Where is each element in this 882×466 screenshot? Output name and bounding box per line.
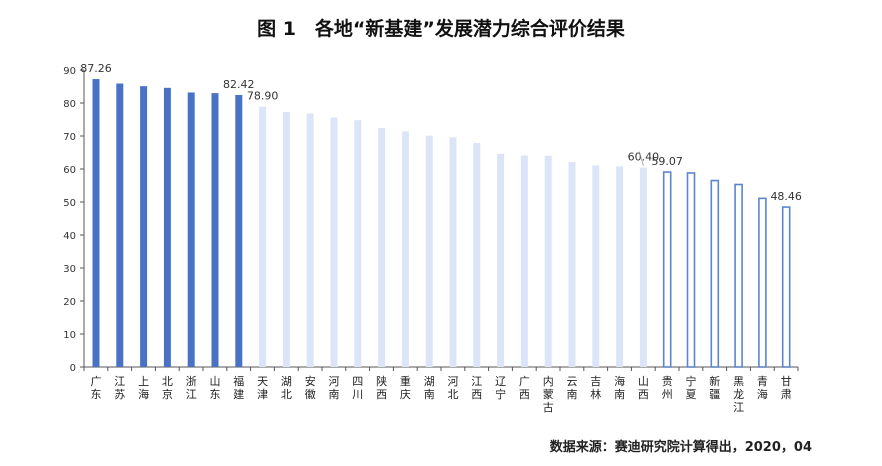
bar-内蒙古 bbox=[544, 155, 552, 367]
bar-浙江 bbox=[187, 92, 195, 367]
x-tick-label: 广东 bbox=[91, 375, 102, 401]
y-tick-label: 0 bbox=[70, 363, 76, 374]
x-tick-label: 甘肃 bbox=[781, 375, 792, 401]
x-tick-label: 江西 bbox=[471, 375, 482, 401]
y-tick-label: 20 bbox=[63, 297, 76, 308]
x-tick-label: 河南 bbox=[329, 375, 340, 401]
bar-山西 bbox=[639, 167, 647, 367]
x-tick-label: 上海 bbox=[138, 375, 149, 401]
bar-陕西 bbox=[378, 128, 386, 367]
bar-湖北 bbox=[282, 111, 290, 367]
x-tick-label: 宁夏 bbox=[686, 374, 697, 401]
x-tick-label: 辽宁 bbox=[495, 375, 506, 401]
y-tick-label: 40 bbox=[63, 231, 76, 242]
bar-河南 bbox=[330, 117, 338, 368]
bar-甘肃 bbox=[781, 206, 791, 368]
bar-上海 bbox=[140, 86, 148, 368]
x-tick-label: 贵州 bbox=[662, 375, 673, 401]
x-tick-label: 云南 bbox=[567, 375, 578, 401]
bar-江西 bbox=[473, 142, 481, 367]
bar-重庆 bbox=[401, 131, 409, 367]
x-tick-label: 重庆 bbox=[400, 374, 411, 401]
data-source-note: 数据来源：赛迪研究院计算得出，2020，04 bbox=[549, 440, 812, 455]
x-tick-label: 广西 bbox=[519, 375, 530, 401]
data-label: 87.26 bbox=[80, 62, 112, 75]
bar-贵州 bbox=[662, 171, 672, 368]
x-tick-label: 内蒙古 bbox=[543, 374, 554, 414]
bar-海南 bbox=[616, 166, 624, 367]
x-tick-label: 山东 bbox=[210, 375, 221, 401]
chart-title: 图 1 各地“新基建”发展潜力综合评价结果 bbox=[257, 18, 625, 40]
data-label: 60.40 bbox=[628, 151, 660, 164]
data-label: 82.42 bbox=[223, 78, 255, 91]
bar-辽宁 bbox=[497, 153, 505, 367]
y-tick-label: 30 bbox=[63, 264, 76, 275]
x-tick-label: 天津 bbox=[257, 375, 268, 401]
x-tick-label: 四川 bbox=[352, 375, 363, 401]
y-tick-label: 80 bbox=[63, 99, 76, 110]
x-tick-label: 山西 bbox=[638, 375, 649, 401]
x-tick-label: 青海 bbox=[757, 375, 768, 401]
x-tick-label: 北京 bbox=[162, 375, 173, 401]
bar-湖南 bbox=[425, 135, 433, 367]
x-tick-label: 新疆 bbox=[709, 374, 720, 401]
bar-黑龙江 bbox=[734, 183, 743, 368]
x-tick-label: 福建 bbox=[233, 374, 244, 401]
y-tick-label: 10 bbox=[63, 330, 76, 341]
leader-line bbox=[639, 151, 644, 166]
x-tick-label: 河北 bbox=[448, 375, 459, 401]
bar-福建 bbox=[235, 95, 243, 367]
bar-山东 bbox=[211, 93, 219, 367]
x-tick-label: 浙江 bbox=[186, 375, 197, 401]
x-tick-label: 吉林 bbox=[590, 375, 601, 401]
x-tick-label: 湖北 bbox=[281, 375, 292, 401]
y-tick-label: 70 bbox=[63, 132, 76, 143]
x-tick-label: 江苏 bbox=[114, 375, 125, 401]
bar-广西 bbox=[520, 155, 528, 367]
bar-北京 bbox=[163, 87, 171, 367]
bar-天津 bbox=[259, 106, 267, 367]
data-label: 59.07 bbox=[651, 155, 683, 168]
x-tick-label: 安徽 bbox=[305, 374, 316, 401]
x-tick-label: 海南 bbox=[614, 374, 625, 401]
bar-新疆 bbox=[710, 179, 720, 368]
bar-青海 bbox=[758, 197, 767, 368]
y-tick-label: 50 bbox=[63, 198, 76, 209]
x-tick-label: 陕西 bbox=[376, 374, 387, 401]
bar-吉林 bbox=[592, 165, 600, 367]
data-label: 78.90 bbox=[247, 90, 279, 103]
bar-云南 bbox=[568, 162, 576, 367]
y-tick-label: 90 bbox=[63, 66, 76, 77]
y-tick-label: 60 bbox=[63, 165, 76, 176]
bar-四川 bbox=[354, 120, 362, 367]
bar-河北 bbox=[449, 137, 457, 367]
x-tick-label: 黑龙江 bbox=[733, 375, 744, 414]
bar-广东 bbox=[92, 79, 100, 368]
x-tick-label: 湖南 bbox=[424, 375, 435, 401]
data-label: 48.46 bbox=[770, 190, 802, 203]
bar-江苏 bbox=[116, 83, 124, 367]
bar-宁夏 bbox=[686, 172, 696, 368]
bar-安徽 bbox=[306, 113, 314, 367]
